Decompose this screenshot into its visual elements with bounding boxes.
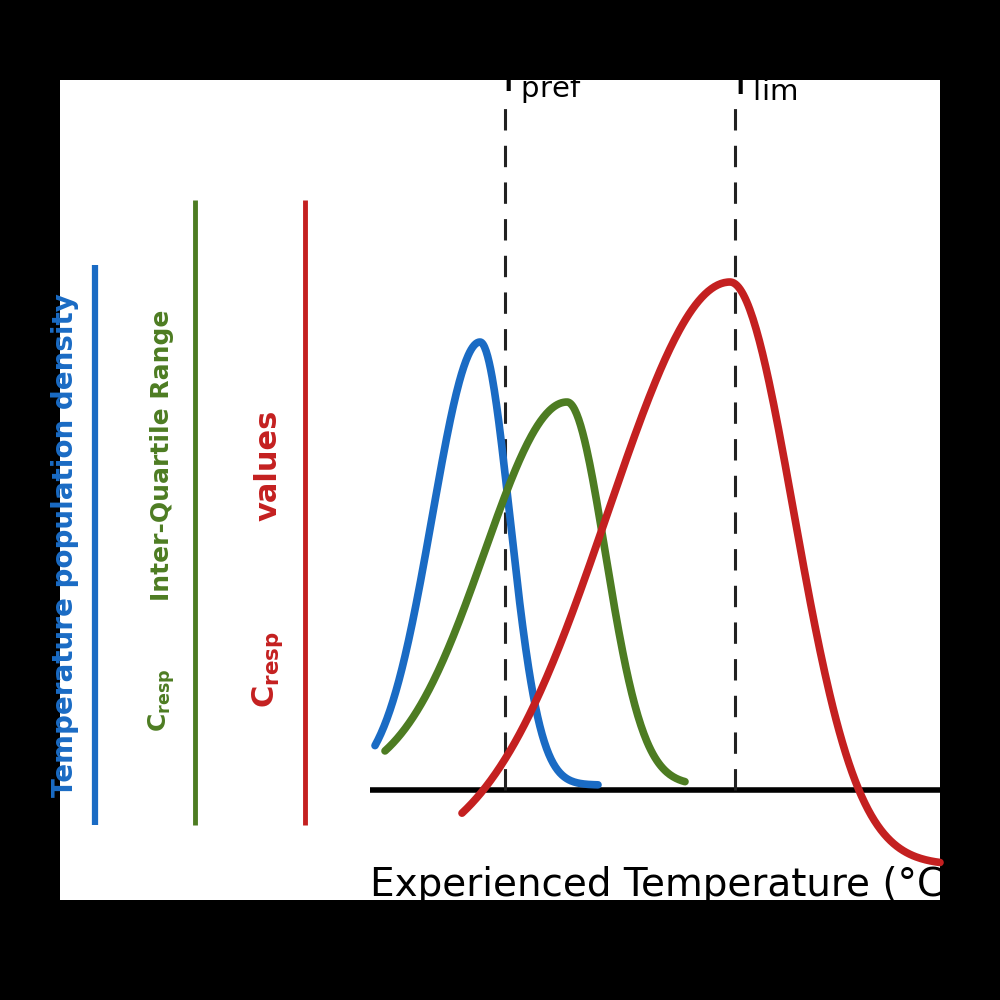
Bar [60,80,940,900]
Text: $\mathrm{T_{pref}}$: $\mathrm{T_{pref}}$ [495,58,582,106]
Text: Inter-Quartile Range: Inter-Quartile Range [150,309,174,601]
Text: $\mathbf{C_{resp}}$: $\mathbf{C_{resp}}$ [147,668,177,732]
Text: Temperature population density: Temperature population density [51,293,79,797]
Text: values: values [254,409,283,521]
Text: $\mathbf{C_{resp}}$: $\mathbf{C_{resp}}$ [251,632,285,708]
Text: $\mathrm{T_{lim}}$: $\mathrm{T_{lim}}$ [727,61,797,103]
Text: Experienced Temperature (°C): Experienced Temperature (°C) [370,866,960,904]
